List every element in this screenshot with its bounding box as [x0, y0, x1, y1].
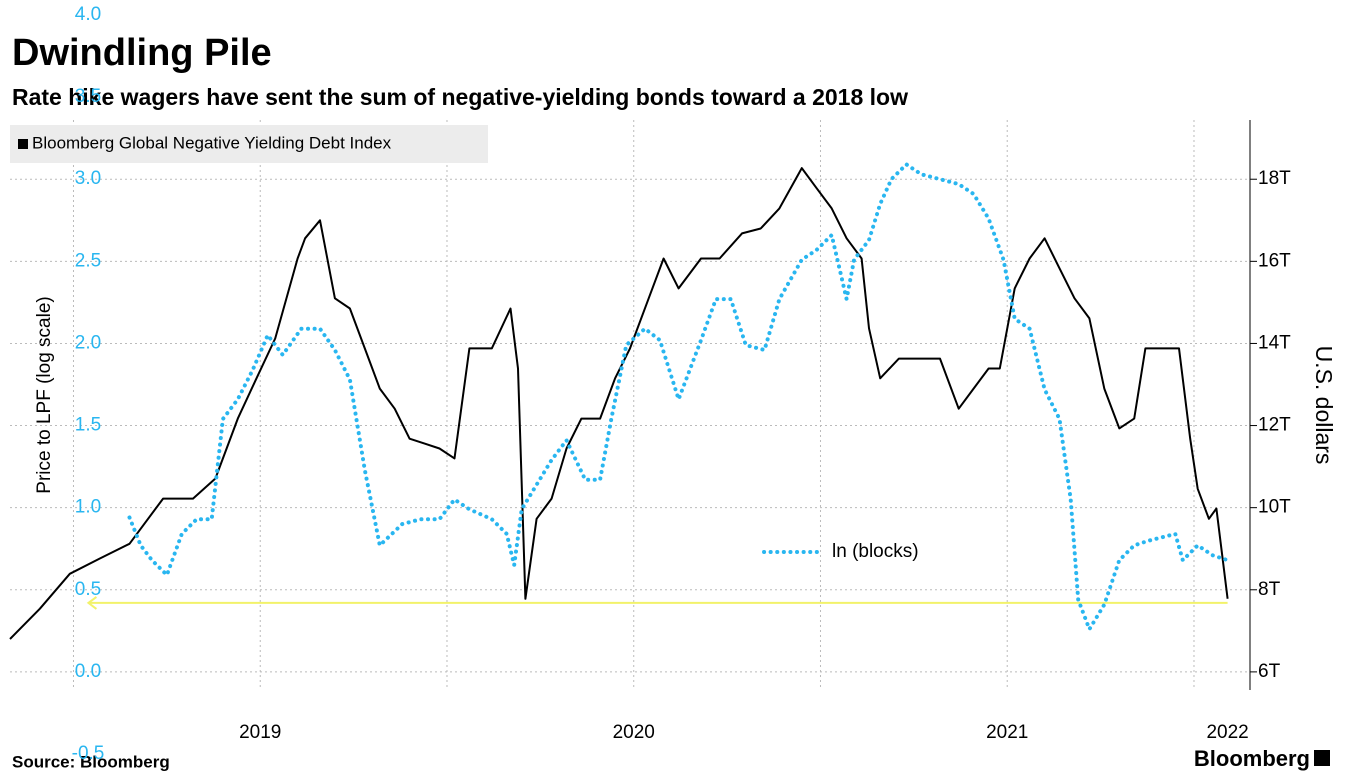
chart-subtitle: Rate hike wagers have sent the sum of ne…	[12, 84, 908, 110]
y-tick-label: -0.5	[72, 743, 105, 764]
x-tick-label: 2021	[986, 722, 1028, 743]
y-tick-label: 2.5	[75, 250, 101, 271]
y-tick-label: 1.0	[75, 497, 101, 518]
legend-label: Bloomberg Global Negative Yielding Debt …	[32, 133, 392, 152]
y-tick-label: 0.0	[75, 661, 101, 682]
y2-tick-label: 6T	[1258, 661, 1281, 682]
legend-box	[10, 125, 488, 163]
y-tick-label: 0.5	[75, 579, 101, 600]
series-line	[127, 162, 1230, 632]
chart-title: Dwindling Pile	[12, 32, 272, 74]
legend-label: ln (blocks)	[832, 541, 919, 562]
y2-tick-label: 14T	[1258, 332, 1291, 353]
x-tick-label: 2022	[1206, 722, 1248, 743]
source: Source: Bloomberg	[12, 752, 170, 771]
legend-swatch	[18, 139, 28, 149]
y-axis-title: Price to LPF (log scale)	[34, 296, 55, 493]
y2-axis-title: U.S. dollars	[1311, 346, 1337, 465]
y2-tick-label: 12T	[1258, 415, 1291, 436]
y-tick-label: 1.5	[75, 415, 101, 436]
x-tick-label: 2020	[613, 722, 655, 743]
y-tick-label: 3.0	[75, 168, 101, 189]
y-tick-label: 3.5	[75, 86, 101, 107]
logo-icon	[1314, 750, 1330, 766]
x-tick-label: 2019	[239, 722, 281, 743]
y2-tick-label: 10T	[1258, 497, 1291, 518]
y2-tick-label: 8T	[1258, 579, 1281, 600]
y2-tick-label: 16T	[1258, 250, 1291, 271]
reference-arrow	[86, 596, 98, 610]
series-line	[9, 167, 1229, 640]
y-tick-label: 2.0	[75, 332, 101, 353]
logo: Bloomberg	[1194, 746, 1310, 771]
y-tick-label: 4.0	[75, 4, 101, 25]
y2-tick-label: 18T	[1258, 168, 1291, 189]
